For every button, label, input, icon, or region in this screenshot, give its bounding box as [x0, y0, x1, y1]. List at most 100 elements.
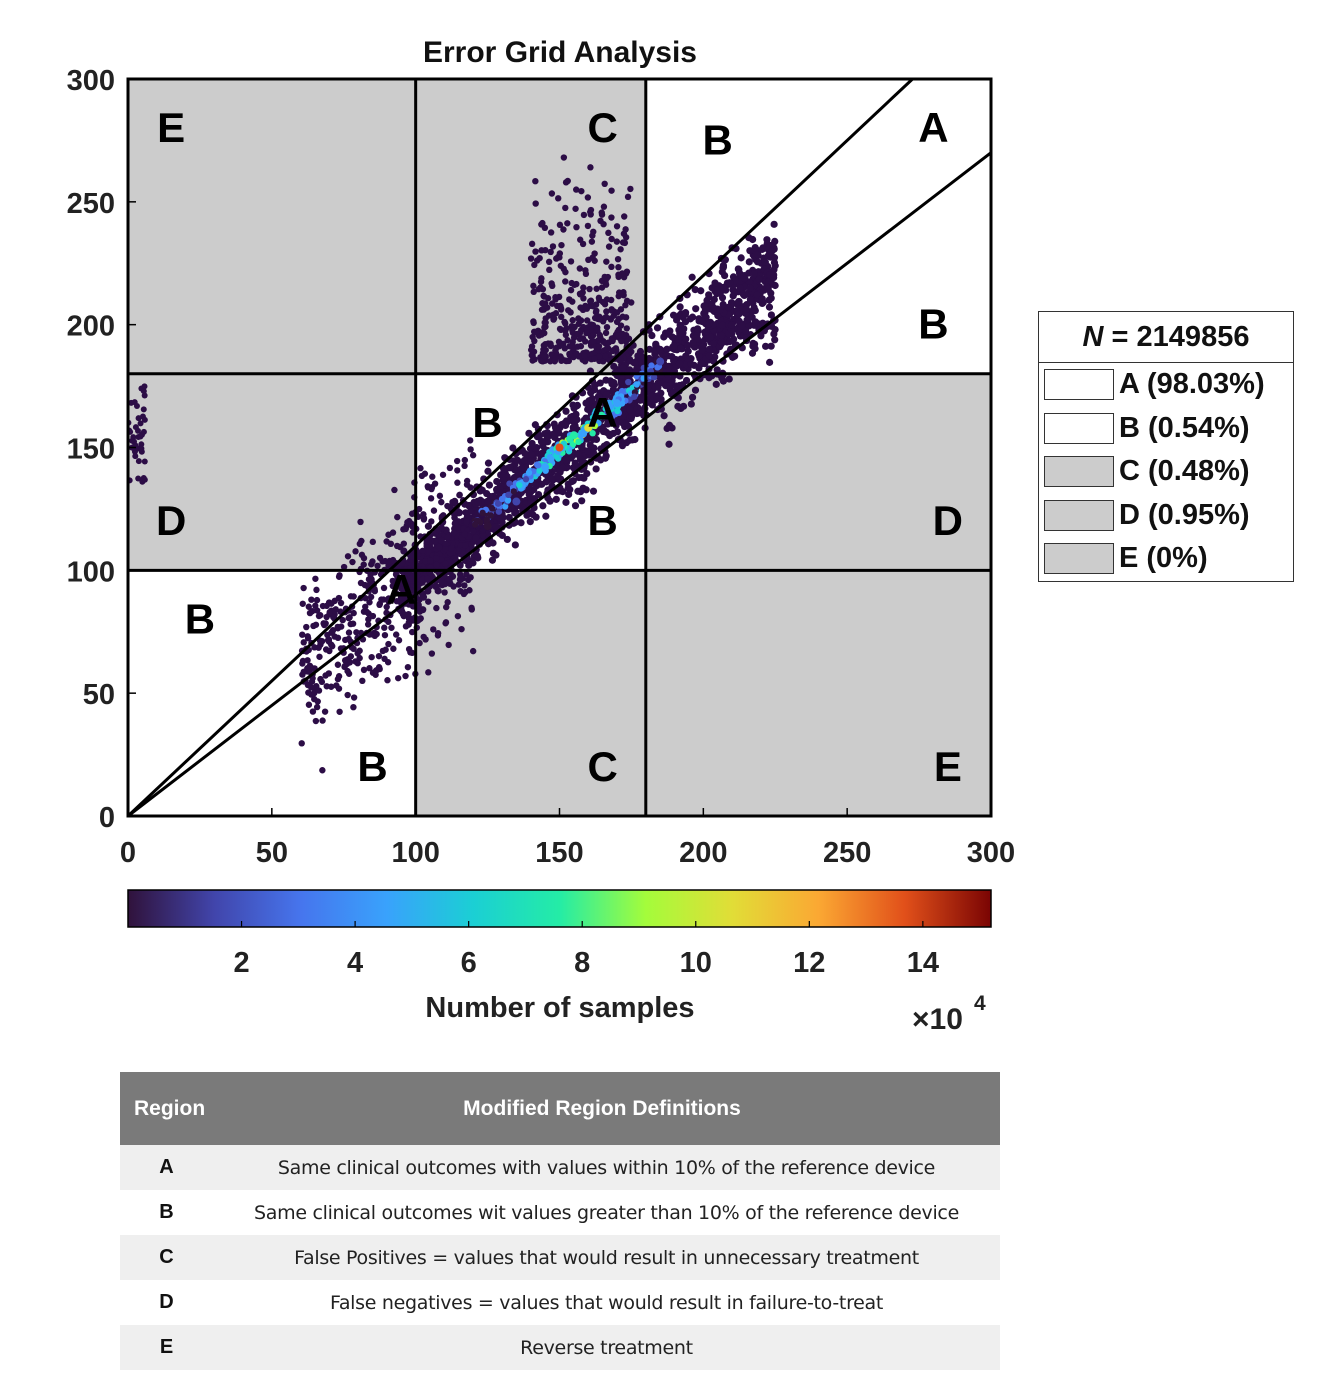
density-point	[379, 647, 387, 655]
density-point	[737, 254, 745, 262]
density-point	[562, 278, 569, 285]
density-point	[626, 358, 634, 365]
density-point	[618, 419, 627, 427]
legend: N = 2149856 A (98.03%) B (0.54%) C (0.48…	[1038, 311, 1294, 582]
density-point	[582, 399, 590, 407]
density-point	[467, 484, 474, 491]
region-label: B	[185, 595, 215, 642]
density-point	[770, 273, 778, 282]
density-point	[539, 219, 546, 227]
density-point	[445, 641, 452, 649]
density-point	[530, 288, 537, 296]
density-point	[719, 300, 727, 309]
density-point	[675, 360, 684, 368]
density-point	[141, 383, 148, 390]
density-point	[607, 403, 614, 411]
density-point	[538, 480, 546, 488]
density-point	[479, 509, 486, 517]
density-point	[548, 475, 556, 483]
density-point	[420, 515, 428, 522]
density-point	[402, 672, 409, 680]
density-point	[692, 305, 700, 313]
density-point	[623, 325, 630, 332]
density-point	[373, 630, 380, 638]
density-point	[746, 284, 754, 292]
colorbar-tick-label: 6	[461, 947, 477, 979]
density-point	[541, 463, 550, 472]
density-point	[137, 433, 144, 440]
density-point	[701, 306, 710, 314]
density-point	[392, 580, 400, 588]
density-point	[614, 255, 622, 263]
density-point	[622, 314, 630, 321]
density-point	[724, 303, 733, 311]
density-point	[312, 575, 319, 582]
density-point	[729, 353, 737, 361]
density-point	[538, 437, 546, 446]
density-point	[488, 556, 497, 564]
density-point	[751, 344, 759, 353]
density-point	[717, 338, 725, 346]
density-point	[407, 586, 414, 594]
table-row: E Reverse treatment	[120, 1325, 1000, 1370]
density-point	[498, 495, 506, 503]
density-point	[474, 498, 482, 507]
density-point	[562, 204, 569, 212]
axes: 0 50 100 150 200 250 300 0 50 100 150 200 250 300	[67, 65, 1016, 869]
density-point	[433, 604, 440, 612]
density-point	[539, 502, 547, 510]
density-point	[424, 522, 432, 530]
density-point	[435, 543, 443, 551]
density-point	[613, 238, 621, 245]
shaded-region	[128, 373, 416, 571]
density-point	[335, 594, 343, 602]
density-point	[709, 339, 717, 348]
density-point	[576, 265, 584, 272]
density-point	[300, 584, 307, 592]
density-point	[548, 190, 556, 197]
density-point	[433, 555, 440, 562]
row-region: A	[159, 1156, 174, 1178]
density-point	[727, 321, 736, 329]
density-point	[349, 620, 357, 627]
density-point	[455, 581, 462, 588]
density-point	[140, 388, 147, 395]
density-point	[303, 623, 310, 631]
density-point	[135, 458, 142, 465]
density-point	[484, 467, 492, 475]
density-point	[662, 381, 670, 390]
density-point	[552, 294, 559, 301]
density-point	[735, 298, 743, 306]
density-point	[573, 416, 581, 424]
density-point	[384, 677, 391, 684]
density-point	[560, 226, 567, 233]
density-point	[461, 531, 469, 538]
density-point	[536, 467, 543, 474]
density-point	[625, 378, 632, 386]
shaded-region	[645, 373, 991, 571]
density-point	[337, 599, 345, 607]
density-point	[587, 211, 594, 218]
legend-label: D (0.95%)	[1119, 498, 1250, 531]
density-point	[525, 469, 533, 476]
density-point	[548, 455, 555, 463]
table-row: C False Positives = values that would res…	[120, 1235, 1000, 1280]
density-point	[567, 286, 575, 294]
density-point	[583, 329, 590, 337]
density-point	[312, 602, 319, 609]
density-point	[584, 194, 592, 201]
density-point	[676, 303, 684, 311]
density-point	[404, 519, 411, 526]
density-point	[679, 402, 688, 410]
density-point	[393, 542, 401, 550]
density-point	[654, 383, 662, 391]
density-point	[555, 443, 564, 452]
density-point	[334, 661, 342, 668]
density-point	[309, 607, 316, 615]
density-point	[535, 462, 542, 469]
density-point	[691, 285, 699, 294]
density-point	[631, 435, 639, 444]
density-point	[549, 243, 557, 250]
density-point	[758, 295, 766, 303]
density-point	[575, 438, 582, 446]
